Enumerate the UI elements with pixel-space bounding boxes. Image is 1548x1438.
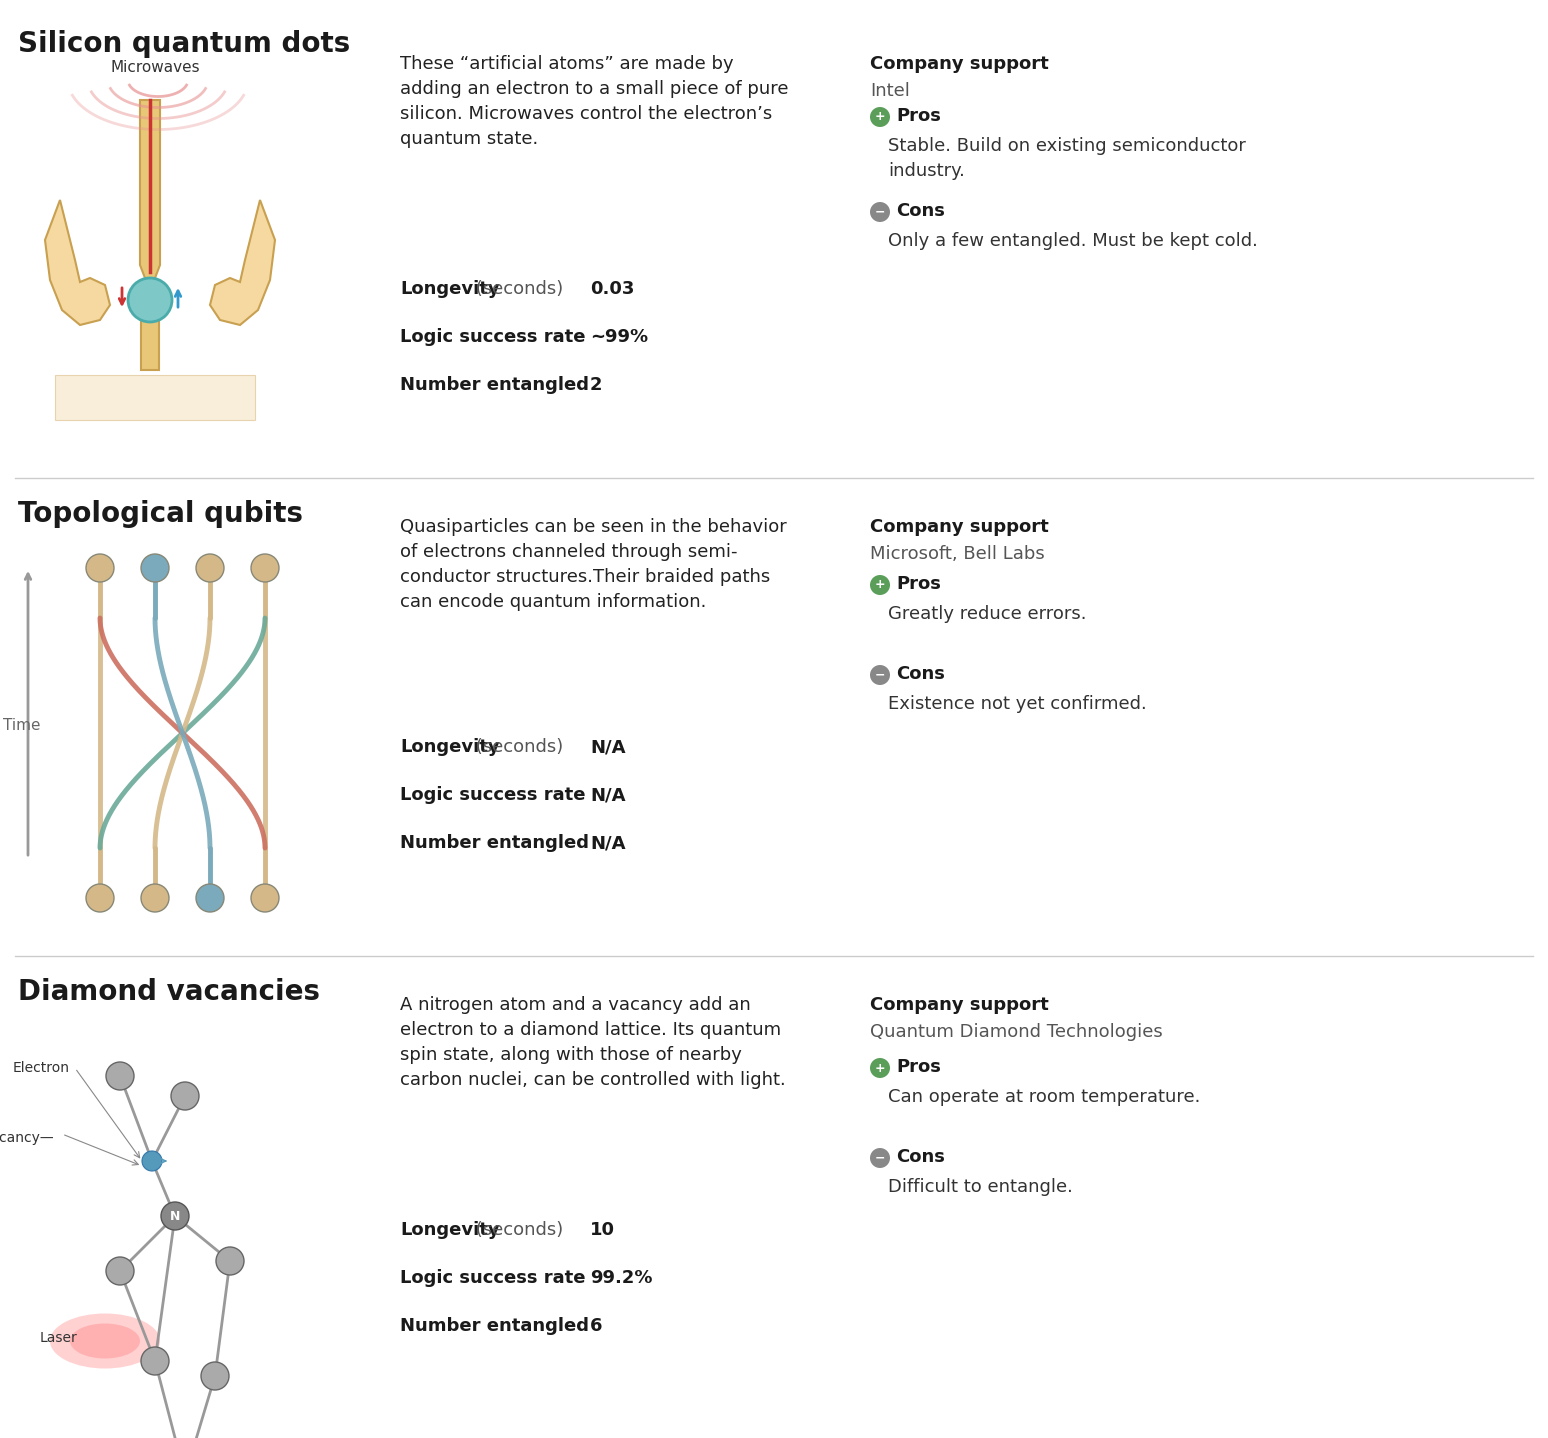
Text: Longevity: Longevity	[399, 280, 500, 298]
Text: +: +	[875, 111, 885, 124]
Polygon shape	[141, 280, 159, 370]
Text: Company support: Company support	[870, 997, 1048, 1014]
Text: Cons: Cons	[896, 201, 944, 220]
Circle shape	[142, 1150, 163, 1171]
Text: Company support: Company support	[870, 55, 1048, 73]
Text: +: +	[875, 578, 885, 591]
Circle shape	[201, 1362, 229, 1391]
Circle shape	[217, 1247, 245, 1276]
Circle shape	[87, 884, 115, 912]
Circle shape	[141, 884, 169, 912]
Text: N/A: N/A	[590, 834, 625, 851]
Circle shape	[87, 554, 115, 582]
Text: Vacancy—: Vacancy—	[0, 1132, 56, 1145]
Text: 6: 6	[590, 1317, 602, 1334]
Text: Electron: Electron	[12, 1061, 70, 1076]
Text: Quasiparticles can be seen in the behavior
of electrons channeled through semi-
: Quasiparticles can be seen in the behavi…	[399, 518, 786, 611]
Text: Number entangled: Number entangled	[399, 1317, 588, 1334]
Polygon shape	[56, 375, 255, 420]
Text: Silicon quantum dots: Silicon quantum dots	[19, 30, 350, 58]
Text: 2: 2	[590, 375, 602, 394]
Text: Intel: Intel	[870, 82, 910, 101]
Text: (seconds): (seconds)	[471, 1221, 563, 1240]
Circle shape	[161, 1202, 189, 1229]
Text: Laser: Laser	[40, 1332, 77, 1345]
Polygon shape	[45, 200, 110, 325]
Text: Company support: Company support	[870, 518, 1048, 536]
Circle shape	[105, 1063, 135, 1090]
Text: Time: Time	[3, 718, 40, 733]
Text: Pros: Pros	[896, 1058, 941, 1076]
Circle shape	[141, 554, 169, 582]
Text: Longevity: Longevity	[399, 1221, 500, 1240]
Text: Number entangled: Number entangled	[399, 834, 588, 851]
Text: Difficult to entangle.: Difficult to entangle.	[889, 1178, 1073, 1196]
Circle shape	[870, 664, 890, 684]
Text: These “artificial atoms” are made by
adding an electron to a small piece of pure: These “artificial atoms” are made by add…	[399, 55, 788, 148]
Text: 0.03: 0.03	[590, 280, 635, 298]
Polygon shape	[139, 101, 159, 278]
Text: A nitrogen atom and a vacancy add an
electron to a diamond lattice. Its quantum
: A nitrogen atom and a vacancy add an ele…	[399, 997, 786, 1089]
Text: +: +	[875, 1061, 885, 1074]
Text: Pros: Pros	[896, 575, 941, 592]
Text: Existence not yet confirmed.: Existence not yet confirmed.	[889, 695, 1147, 713]
Text: Stable. Build on existing semiconductor
industry.: Stable. Build on existing semiconductor …	[889, 137, 1246, 180]
Text: N/A: N/A	[590, 738, 625, 756]
Text: N: N	[170, 1209, 180, 1222]
Text: Logic success rate: Logic success rate	[399, 1268, 585, 1287]
Text: 99.2%: 99.2%	[590, 1268, 653, 1287]
Circle shape	[170, 1081, 200, 1110]
Text: Quantum Diamond Technologies: Quantum Diamond Technologies	[870, 1022, 1163, 1041]
Text: −: −	[875, 669, 885, 682]
Circle shape	[251, 554, 279, 582]
Text: Number entangled: Number entangled	[399, 375, 588, 394]
Text: Logic success rate: Logic success rate	[399, 328, 585, 347]
Circle shape	[251, 884, 279, 912]
Ellipse shape	[50, 1313, 159, 1369]
Text: Microwaves: Microwaves	[110, 60, 200, 75]
Text: Can operate at room temperature.: Can operate at room temperature.	[889, 1089, 1200, 1106]
Text: N/A: N/A	[590, 787, 625, 804]
Ellipse shape	[70, 1323, 139, 1359]
Circle shape	[128, 278, 172, 322]
Text: (seconds): (seconds)	[471, 738, 563, 756]
Text: Cons: Cons	[896, 1148, 944, 1166]
Text: Cons: Cons	[896, 664, 944, 683]
Polygon shape	[211, 200, 276, 325]
Circle shape	[197, 554, 224, 582]
Text: Pros: Pros	[896, 106, 941, 125]
Circle shape	[105, 1257, 135, 1286]
Circle shape	[870, 1148, 890, 1168]
Circle shape	[870, 106, 890, 127]
Text: Longevity: Longevity	[399, 738, 500, 756]
Circle shape	[870, 1058, 890, 1078]
Circle shape	[870, 201, 890, 221]
Circle shape	[870, 575, 890, 595]
Text: (seconds): (seconds)	[471, 280, 563, 298]
Text: ~99%: ~99%	[590, 328, 649, 347]
Text: Topological qubits: Topological qubits	[19, 500, 303, 528]
Text: 10: 10	[590, 1221, 615, 1240]
Circle shape	[141, 1347, 169, 1375]
Text: Greatly reduce errors.: Greatly reduce errors.	[889, 605, 1087, 623]
Text: Diamond vacancies: Diamond vacancies	[19, 978, 320, 1007]
Text: Only a few entangled. Must be kept cold.: Only a few entangled. Must be kept cold.	[889, 232, 1259, 250]
Circle shape	[197, 884, 224, 912]
Text: Microsoft, Bell Labs: Microsoft, Bell Labs	[870, 545, 1045, 564]
Text: −: −	[875, 1152, 885, 1165]
Text: Logic success rate: Logic success rate	[399, 787, 585, 804]
Text: −: −	[875, 206, 885, 219]
